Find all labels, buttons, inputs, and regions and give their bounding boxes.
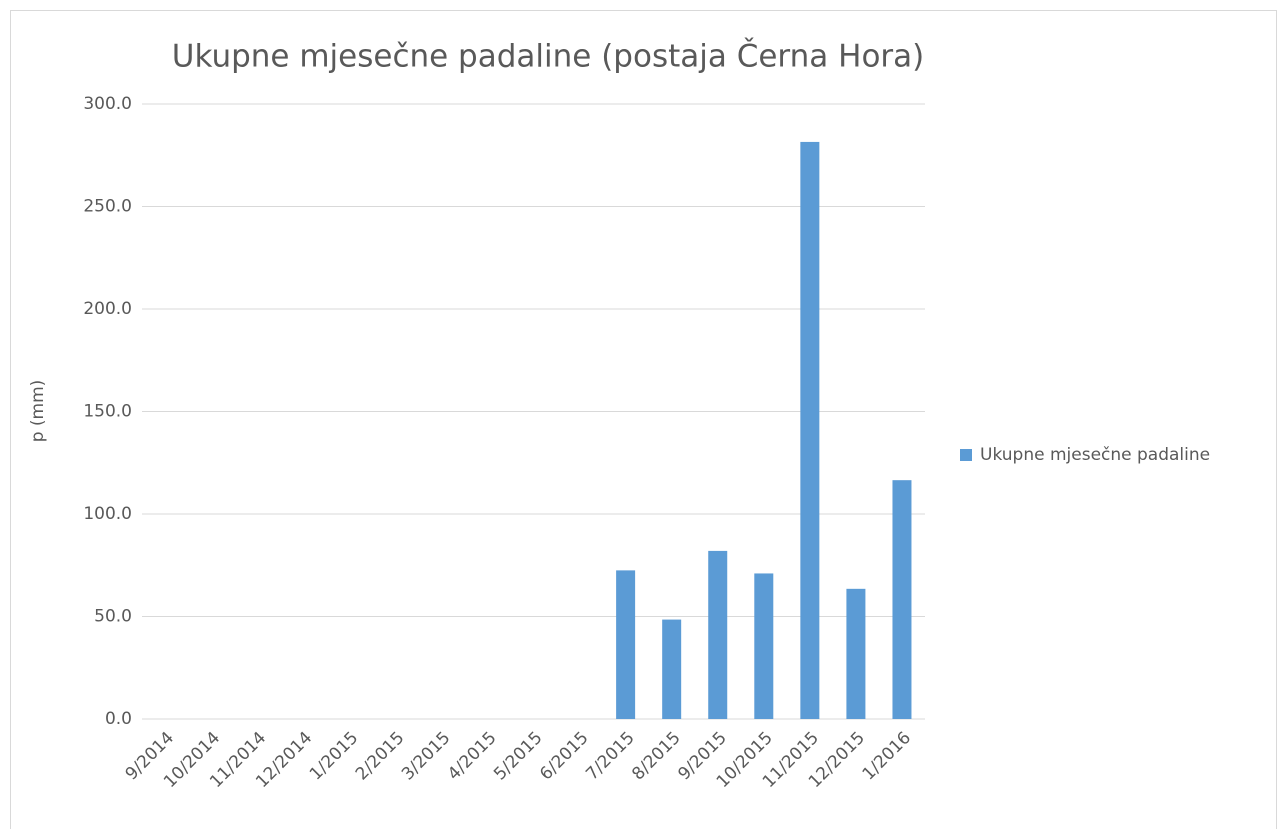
legend-swatch: [960, 449, 972, 461]
bar: [846, 588, 866, 719]
y-tick-label: 150.0: [83, 402, 132, 422]
y-tick-label: 200.0: [83, 299, 132, 319]
y-tick-label: 0.0: [105, 709, 132, 729]
y-tick-label: 50.0: [94, 607, 132, 627]
y-tick-label: 300.0: [83, 94, 132, 114]
bar: [800, 141, 820, 720]
y-tick-label: 250.0: [83, 197, 132, 217]
bar: [892, 480, 912, 719]
y-tick-label: 100.0: [83, 504, 132, 524]
bar: [662, 619, 682, 719]
bar: [616, 570, 636, 719]
y-axis-label: p (mm): [28, 380, 48, 443]
chart-title: Ukupne mjesečne padaline (postaja Černa …: [172, 38, 925, 75]
bar: [754, 573, 774, 719]
bar: [708, 550, 728, 719]
legend-label: Ukupne mjesečne padaline: [980, 445, 1210, 465]
chart-frame: [10, 10, 1277, 829]
